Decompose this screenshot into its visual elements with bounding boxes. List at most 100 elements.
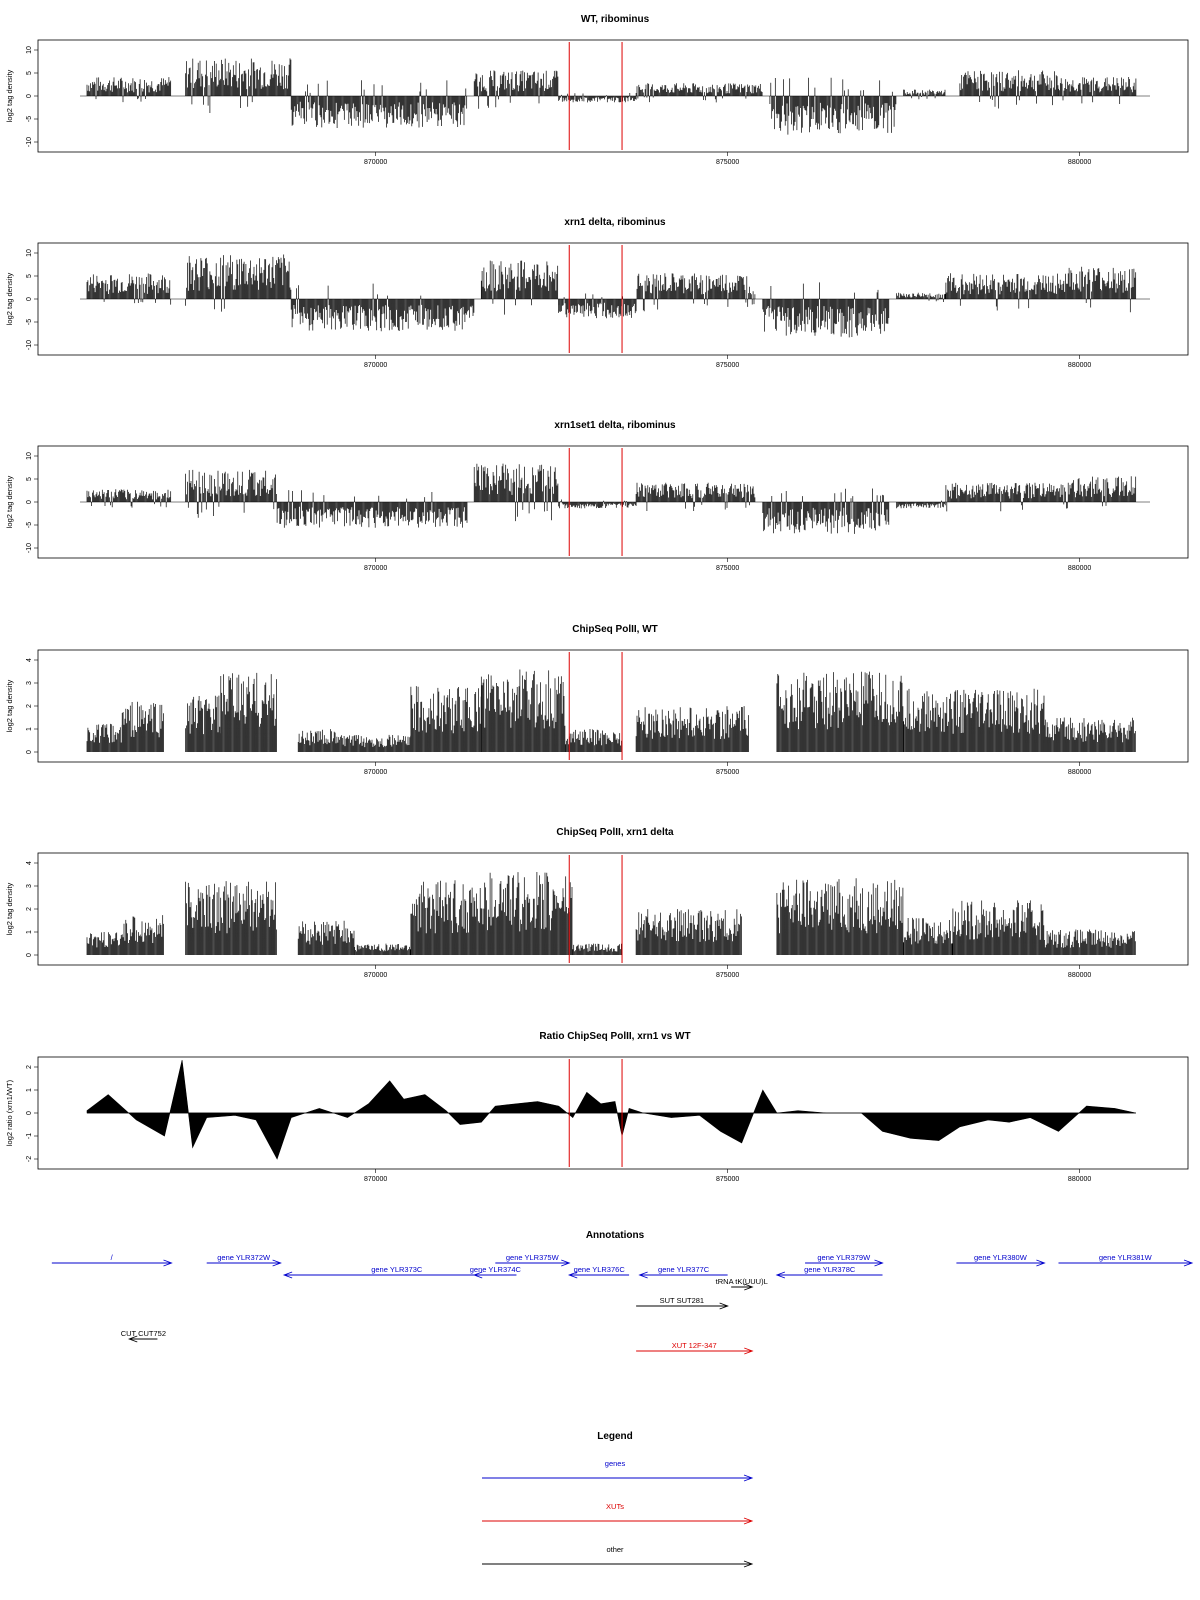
y-axis-label: log2 tag density [5, 272, 14, 325]
annotation-feature: gene YLR381W [1058, 1253, 1194, 1267]
y-axis-label: log2 tag density [5, 679, 14, 732]
annotation-feature: gene YLR374C [470, 1265, 521, 1279]
legend-label: genes [605, 1459, 626, 1468]
arrow-head [282, 1271, 293, 1279]
annotation-feature: gene YLR376C [567, 1265, 630, 1279]
track-panel: WT, ribominus log2 tag density -10 -5 0 5 10 87… [5, 14, 1189, 166]
annotation-feature: CUT CUT752 [121, 1329, 166, 1343]
y-tick-label: 2 [26, 907, 33, 911]
ratio-area [86, 1060, 1136, 1160]
feature-label: / [111, 1253, 114, 1262]
x-tick-label: 870000 [364, 1176, 387, 1183]
y-tick-label: -2 [26, 1156, 33, 1162]
arrow-head [744, 1283, 754, 1291]
y-tick-label: -5 [26, 319, 33, 325]
y-tick-label: 0 [26, 297, 33, 301]
annotation-feature: XUT 12F-347 [636, 1341, 754, 1355]
feature-label: gene YLR381W [1099, 1253, 1153, 1262]
y-tick-label: 3 [26, 884, 33, 888]
arrow-head [567, 1271, 578, 1279]
y-tick-label: -5 [26, 116, 33, 122]
x-tick-label: 875000 [716, 1176, 739, 1183]
feature-label: gene YLR373C [371, 1265, 423, 1274]
y-tick-label: 0 [26, 500, 33, 504]
panel-title: ChipSeq PolII, WT [572, 624, 658, 635]
arrow-head [638, 1271, 648, 1279]
y-tick-label: -10 [26, 137, 33, 147]
arrow-head [744, 1347, 754, 1355]
arrow-head [874, 1259, 884, 1267]
legend-entry: genes [482, 1459, 754, 1482]
panel-title: xrn1 delta, ribominus [564, 217, 666, 228]
y-tick-label: 10 [26, 452, 33, 460]
signal-bars [86, 872, 1136, 955]
annotations-title: Annotations [586, 1230, 645, 1241]
annotation-feature: gene YLR378C [775, 1265, 883, 1279]
y-axis-label: log2 ratio (xrn1/WT) [5, 1079, 14, 1146]
legend-entry: XUTs [482, 1502, 754, 1525]
y-axis-label: log2 tag density [5, 69, 14, 122]
annotation-track: Annotations / gene YLR372W gene YLR373C gen… [51, 1230, 1194, 1355]
x-tick-label: 870000 [364, 972, 387, 979]
x-tick-label: 880000 [1068, 769, 1091, 776]
y-tick-label: 5 [26, 477, 33, 481]
feature-label: gene YLR380W [974, 1253, 1028, 1262]
signal-bars [86, 463, 1137, 534]
y-tick-label: -5 [26, 522, 33, 528]
legend-entry: other [482, 1545, 754, 1568]
x-tick-label: 880000 [1068, 972, 1091, 979]
arrow-head [719, 1302, 729, 1310]
feature-label: gene YLR372W [217, 1253, 271, 1262]
annotation-feature: gene YLR380W [956, 1253, 1046, 1267]
x-tick-label: 870000 [364, 159, 387, 166]
y-tick-label: 5 [26, 274, 33, 278]
feature-label: CUT CUT752 [121, 1329, 166, 1338]
annotation-feature: gene YLR375W [495, 1253, 571, 1267]
annotation-feature: gene YLR372W [206, 1253, 282, 1267]
y-tick-label: 0 [26, 1111, 33, 1115]
arrow-head [272, 1259, 282, 1267]
panel-title: xrn1set1 delta, ribominus [554, 420, 676, 431]
y-tick-label: -1 [26, 1133, 33, 1139]
x-tick-label: 875000 [716, 565, 739, 572]
y-tick-label: 4 [26, 658, 33, 662]
feature-label: gene YLR377C [658, 1265, 710, 1274]
x-tick-label: 875000 [716, 769, 739, 776]
arrow-head [472, 1271, 483, 1279]
y-tick-label: 3 [26, 681, 33, 685]
arrow-head [561, 1259, 571, 1267]
track-panel: Ratio ChipSeq PolII, xrn1 vs WT log2 rati… [5, 1031, 1189, 1183]
x-tick-label: 870000 [364, 565, 387, 572]
legend-label: XUTs [606, 1502, 624, 1511]
track-panel: xrn1 delta, ribominus log2 tag density -10… [5, 217, 1189, 369]
arrow-head [775, 1271, 786, 1279]
legend: Legend genes XUTs other [482, 1431, 754, 1568]
feature-label: gene YLR375W [506, 1253, 560, 1262]
arrow-head [1036, 1259, 1046, 1267]
feature-label: XUT 12F-347 [672, 1341, 717, 1350]
y-tick-label: 5 [26, 71, 33, 75]
x-tick-label: 870000 [364, 362, 387, 369]
annotation-feature: gene YLR373C [282, 1265, 510, 1279]
annotation-feature: tRNA tK(UUU)L [716, 1277, 768, 1291]
y-tick-label: 2 [26, 1065, 33, 1069]
arrow-head [1183, 1259, 1194, 1267]
x-tick-label: 875000 [716, 362, 739, 369]
x-tick-label: 875000 [716, 159, 739, 166]
panel-title: ChipSeq PolII, xrn1 delta [556, 827, 674, 838]
arrow-head [743, 1474, 754, 1482]
y-tick-label: 0 [26, 750, 33, 754]
x-tick-label: 870000 [364, 769, 387, 776]
annotation-feature: gene YLR377C [638, 1265, 728, 1279]
annotation-feature: / [51, 1253, 173, 1267]
legend-label: other [606, 1545, 624, 1554]
y-tick-label: 1 [26, 930, 33, 934]
panel-title: Ratio ChipSeq PolII, xrn1 vs WT [539, 1031, 690, 1042]
y-tick-label: 2 [26, 704, 33, 708]
arrow-head [127, 1335, 138, 1343]
track-panel: ChipSeq PolII, xrn1 delta log2 tag densit… [5, 827, 1189, 979]
annotation-feature: SUT SUT281 [636, 1296, 729, 1310]
y-tick-label: 4 [26, 861, 33, 865]
